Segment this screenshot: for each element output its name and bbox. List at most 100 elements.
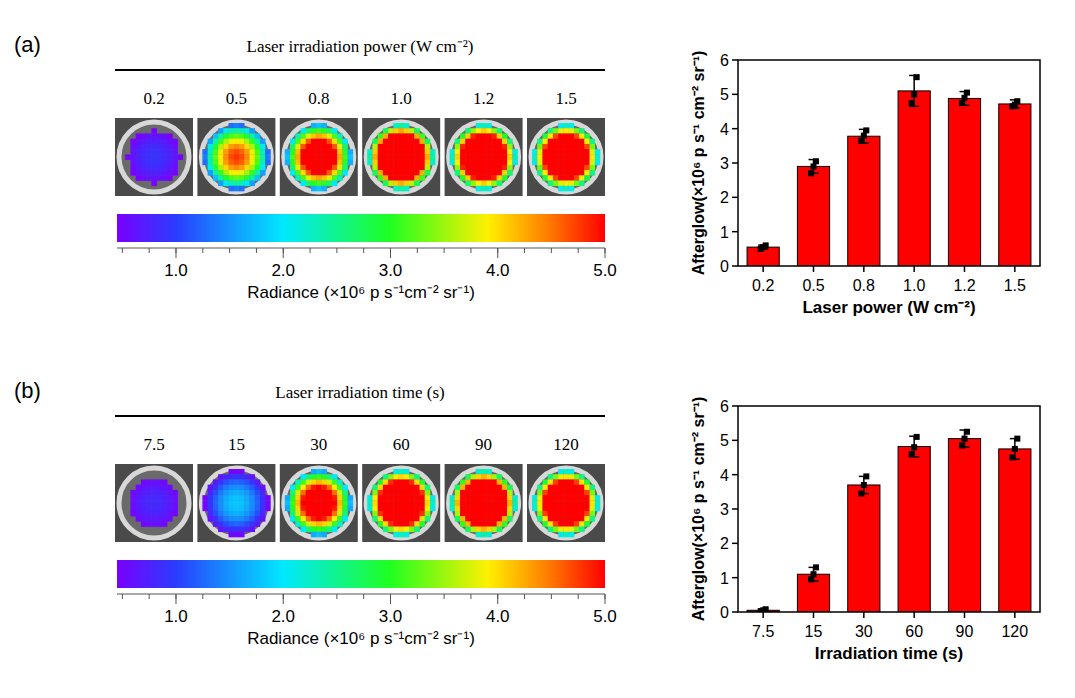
pixel [569,485,575,491]
pixel [558,474,564,480]
pixel [383,521,389,527]
x-tick-label: 30 [855,623,873,640]
pixel [491,511,497,517]
pixel [311,175,317,181]
pixel [172,144,178,150]
pixel [141,175,147,181]
pixel [306,485,312,491]
pixel [130,149,136,155]
pixel [563,516,569,522]
colorbar-tick [497,594,498,604]
pixel [229,506,235,512]
x-tick [813,612,815,618]
pixel [476,479,482,485]
pixel [290,485,296,491]
minor-tick [256,248,257,253]
pixel [574,128,580,134]
pixel [208,490,214,496]
pixel [136,149,142,155]
pixel [460,175,466,181]
pixel [167,485,173,491]
pixel [460,485,466,491]
pixel [234,521,240,527]
y-tick [732,405,738,407]
pixel [486,165,492,171]
pixel [558,154,564,160]
pixel [471,516,477,522]
bar [898,447,930,612]
minor-tick [149,594,150,599]
pixel [239,532,245,538]
pixel [383,490,389,496]
pixel [172,160,178,166]
pixel [321,495,327,501]
pixel [481,123,487,129]
pixel [420,149,426,155]
pixel [383,516,389,522]
pixel [372,165,378,171]
thumb-label: 1.2 [473,89,494,108]
pixel [563,170,569,176]
pixel [502,511,508,517]
pixel [569,521,575,527]
pixel [584,170,590,176]
pixel [141,170,147,176]
pixel [218,506,224,512]
pixel [414,516,420,522]
pixel [558,527,564,533]
pixel [162,485,168,491]
pixel [569,154,575,160]
pixel [316,139,322,145]
pixel [579,144,585,150]
pixel [229,532,235,538]
pixel [383,506,389,512]
minor-tick [336,594,337,599]
pixel [502,149,508,155]
pixel [460,133,466,139]
pixel [136,495,142,501]
pixel [502,495,508,501]
pixel [157,479,163,485]
pixel [486,175,492,181]
pixel [311,181,317,187]
pixel [136,139,142,145]
pixel [167,506,173,512]
pixel [255,165,261,171]
pixel [465,511,471,517]
pixel [579,511,585,517]
pixel [136,160,142,166]
pixel [255,175,261,181]
pixel [569,144,575,150]
pixel [574,133,580,139]
pixel [316,170,322,176]
pixel [311,532,317,538]
pixel [409,479,415,485]
pixel [332,500,338,506]
x-tick-label: 0.2 [752,277,774,294]
pixel [378,516,384,522]
pixel [157,495,163,501]
pixel [337,495,343,501]
pixel [260,139,266,145]
pixel [507,170,513,176]
pixel [311,506,317,512]
data-point [858,491,864,497]
pixel [590,165,596,171]
pixel [367,500,373,506]
pixel [465,500,471,506]
colorbar-tick [390,248,391,258]
pixel [491,485,497,491]
pixel [476,123,482,129]
data-point [962,436,968,442]
pixel [569,175,575,181]
pixel [481,154,487,160]
pixel [311,500,317,506]
thumb-label: 15 [228,435,245,454]
pixel [404,527,410,533]
pixel [295,175,301,181]
pixel [295,511,301,517]
pixel [497,495,503,501]
pixel [151,154,157,160]
pixel [481,181,487,187]
pixel [569,128,575,134]
